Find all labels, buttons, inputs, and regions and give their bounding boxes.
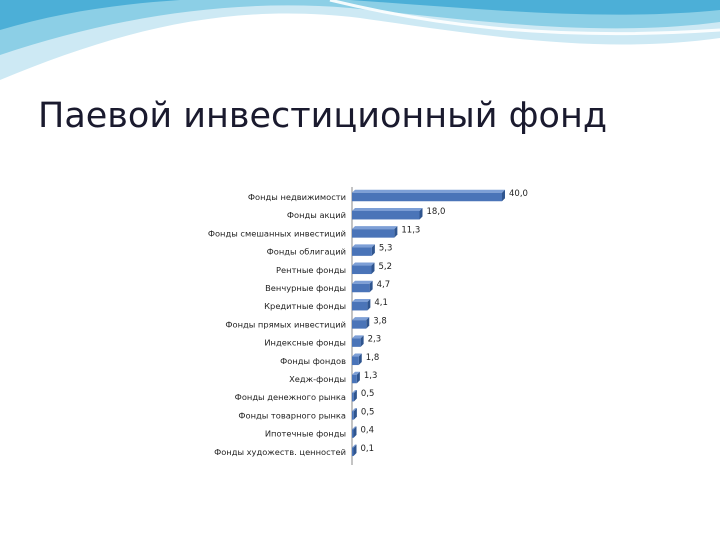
value-label: 5,3 [379,244,393,254]
bar [352,210,420,220]
value-label: 3,8 [373,316,387,326]
bar [352,338,361,347]
value-label: 5,2 [379,262,393,272]
value-label: 0,5 [361,389,375,399]
bar-side-face [367,298,371,311]
category-label: Ипотечные фонды [265,429,346,439]
bar-top-face [352,280,373,284]
bar-top-face [352,353,362,357]
category-label: Фонды прямых инвестиций [225,319,346,329]
value-label: 18,0 [427,207,446,217]
bar [352,447,354,457]
value-label: 11,3 [401,225,420,235]
bar-side-face [360,335,364,347]
bar-side-face [502,189,505,202]
value-label: 0,5 [361,407,375,417]
bar [352,283,370,293]
bar [352,265,372,275]
bar [352,356,359,366]
category-label: Кредитные фонды [264,301,346,311]
bar-top-face [352,371,360,375]
bar-side-face [366,317,370,329]
bar-top-face [352,207,423,211]
bar-side-face [419,207,423,220]
bar-side-face [353,408,357,420]
horizontal-bar-chart: Фонды недвижимости 40,0 Фонды акций 18,0 Фон… [208,187,528,465]
bar-side-face [369,280,373,293]
value-label: 1,3 [364,371,378,381]
bar-top-face [352,444,357,448]
bar [352,429,354,438]
category-label: Фонды товарного рынка [238,410,346,420]
bar [352,301,368,311]
category-label: Фонды фондов [280,356,346,366]
category-label: Рентные фонды [276,265,346,275]
bar-side-face [371,244,375,256]
category-label: Фонды художеств. ценностей [214,447,346,457]
bar-side-face [353,426,357,438]
header-wave-mid [0,0,720,55]
bar-top-face [352,317,370,321]
bar-top-face [352,408,357,412]
value-label: 0,4 [361,426,375,436]
value-label: 4,7 [377,280,391,290]
category-label: Венчурные фонды [265,283,346,293]
value-label: 1,8 [366,353,380,363]
value-label: 2,3 [368,335,382,345]
bar-top-face [352,335,364,339]
bar-side-face [353,444,357,457]
bar [352,192,502,202]
bar [352,392,354,402]
category-label: Фонды акций [287,210,346,220]
category-label: Индексные фонды [264,338,346,348]
value-label: 4,1 [374,298,388,308]
header-wave-highlight [329,0,720,36]
bar-top-face [352,244,375,248]
category-label: Фонды денежного рынка [235,392,346,402]
bar [352,411,354,420]
bar-side-face [394,226,398,238]
category-label: Фонды недвижимости [248,192,346,202]
bar-side-face [353,389,357,402]
category-label: Фонды смешанных инвестиций [208,228,346,238]
bar-top-face [352,298,371,302]
bar [352,247,372,256]
bar-side-face [371,262,375,275]
bar-top-face [352,426,357,430]
value-label: 40,0 [509,189,528,199]
bar-top-face [352,226,398,230]
bar-side-face [356,371,360,384]
header-wave-dark [0,0,720,30]
category-label: Фонды облигаций [267,247,346,257]
bar-side-face [358,353,362,366]
value-label: 0,1 [361,444,375,454]
bar [352,229,395,238]
slide-title: Паевой инвестиционный фонд [38,96,608,136]
bar [352,320,367,329]
bar [352,374,357,384]
header-wave-decoration [0,0,720,80]
bar-top-face [352,389,357,393]
bar-top-face [352,189,505,193]
category-label: Хедж-фонды [289,374,346,384]
bar-top-face [352,262,375,266]
